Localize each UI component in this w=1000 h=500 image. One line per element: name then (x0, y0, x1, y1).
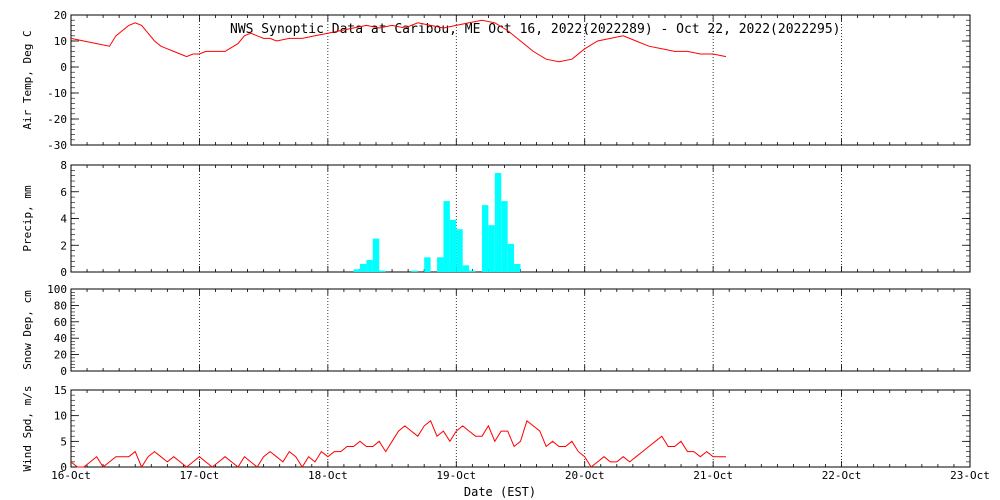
y-tick-label: 0 (60, 365, 67, 378)
y-tick-label: 100 (47, 283, 67, 296)
precip-bar (469, 270, 476, 272)
precip-bar (366, 259, 373, 272)
y-tick-label: -30 (47, 139, 67, 152)
y-tick-label: 4 (60, 213, 67, 226)
y-tick-label: 0 (60, 461, 67, 474)
y-tick-label: -10 (47, 87, 67, 100)
precip-bar (443, 201, 450, 272)
series-line (70, 419, 726, 469)
y-tick-label: 2 (60, 239, 67, 252)
y-tick-label: 6 (60, 186, 67, 199)
precip-bar (449, 219, 457, 272)
y-tick-label: 10 (54, 410, 67, 423)
precip-bar (359, 263, 367, 272)
panel-frame (70, 288, 971, 372)
x-tick-label: 18-Oct (308, 469, 348, 482)
y-axis-label: Air Temp, Deg C (21, 30, 34, 129)
x-tick-label: 23-Oct (950, 469, 990, 482)
x-tick-label: 21-Oct (693, 469, 733, 482)
precip-bar (494, 173, 502, 272)
y-tick-label: 8 (60, 159, 67, 172)
y-tick-label: 20 (54, 9, 67, 22)
x-tick-label: 17-Oct (180, 469, 220, 482)
y-axis-label: Snow Dep, cm (21, 290, 34, 370)
chart-title: NWS Synoptic Data at Caribou, ME Oct 16,… (230, 22, 841, 37)
precip-bar (424, 257, 431, 272)
panel-frame (70, 14, 971, 146)
precip-bar (507, 243, 515, 272)
precip-bar (514, 263, 521, 272)
x-tick-label: 22-Oct (822, 469, 862, 482)
precip-bar (501, 201, 508, 272)
y-tick-label: 80 (54, 299, 67, 312)
y-axis-label: Precip, mm (21, 185, 34, 252)
x-axis-title: Date (EST) (463, 485, 537, 499)
y-tick-label: 0 (60, 61, 67, 74)
precip-bar (379, 270, 386, 272)
x-tick-label: 19-Oct (436, 469, 476, 482)
precip-bar (353, 269, 360, 272)
y-tick-label: 5 (60, 435, 67, 448)
precip-bar (411, 270, 418, 272)
series-line (70, 19, 727, 63)
y-tick-label: 40 (54, 332, 67, 345)
x-tick-label: 16-Oct (51, 469, 91, 482)
precip-bar (462, 265, 470, 272)
y-tick-label: 10 (54, 35, 67, 48)
y-tick-label: 0 (60, 266, 67, 279)
precip-bar (437, 257, 444, 272)
y-tick-label: 20 (54, 349, 67, 362)
precip-bar (488, 225, 495, 272)
x-tick-label: 20-Oct (565, 469, 605, 482)
y-tick-label: -20 (47, 113, 67, 126)
y-axis-label: Wind Spd, m/s (21, 385, 34, 471)
precip-bar (372, 238, 380, 272)
panel-frame (70, 389, 971, 468)
y-tick-label: 60 (54, 316, 67, 329)
panel-frame (70, 164, 971, 273)
y-tick-label: 15 (54, 384, 67, 397)
precip-bar (456, 229, 463, 272)
precip-bar (481, 205, 489, 272)
